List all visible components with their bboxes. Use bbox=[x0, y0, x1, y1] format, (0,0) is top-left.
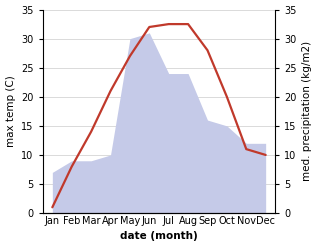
X-axis label: date (month): date (month) bbox=[120, 231, 198, 242]
Y-axis label: max temp (C): max temp (C) bbox=[5, 75, 16, 147]
Y-axis label: med. precipitation (kg/m2): med. precipitation (kg/m2) bbox=[302, 41, 313, 181]
